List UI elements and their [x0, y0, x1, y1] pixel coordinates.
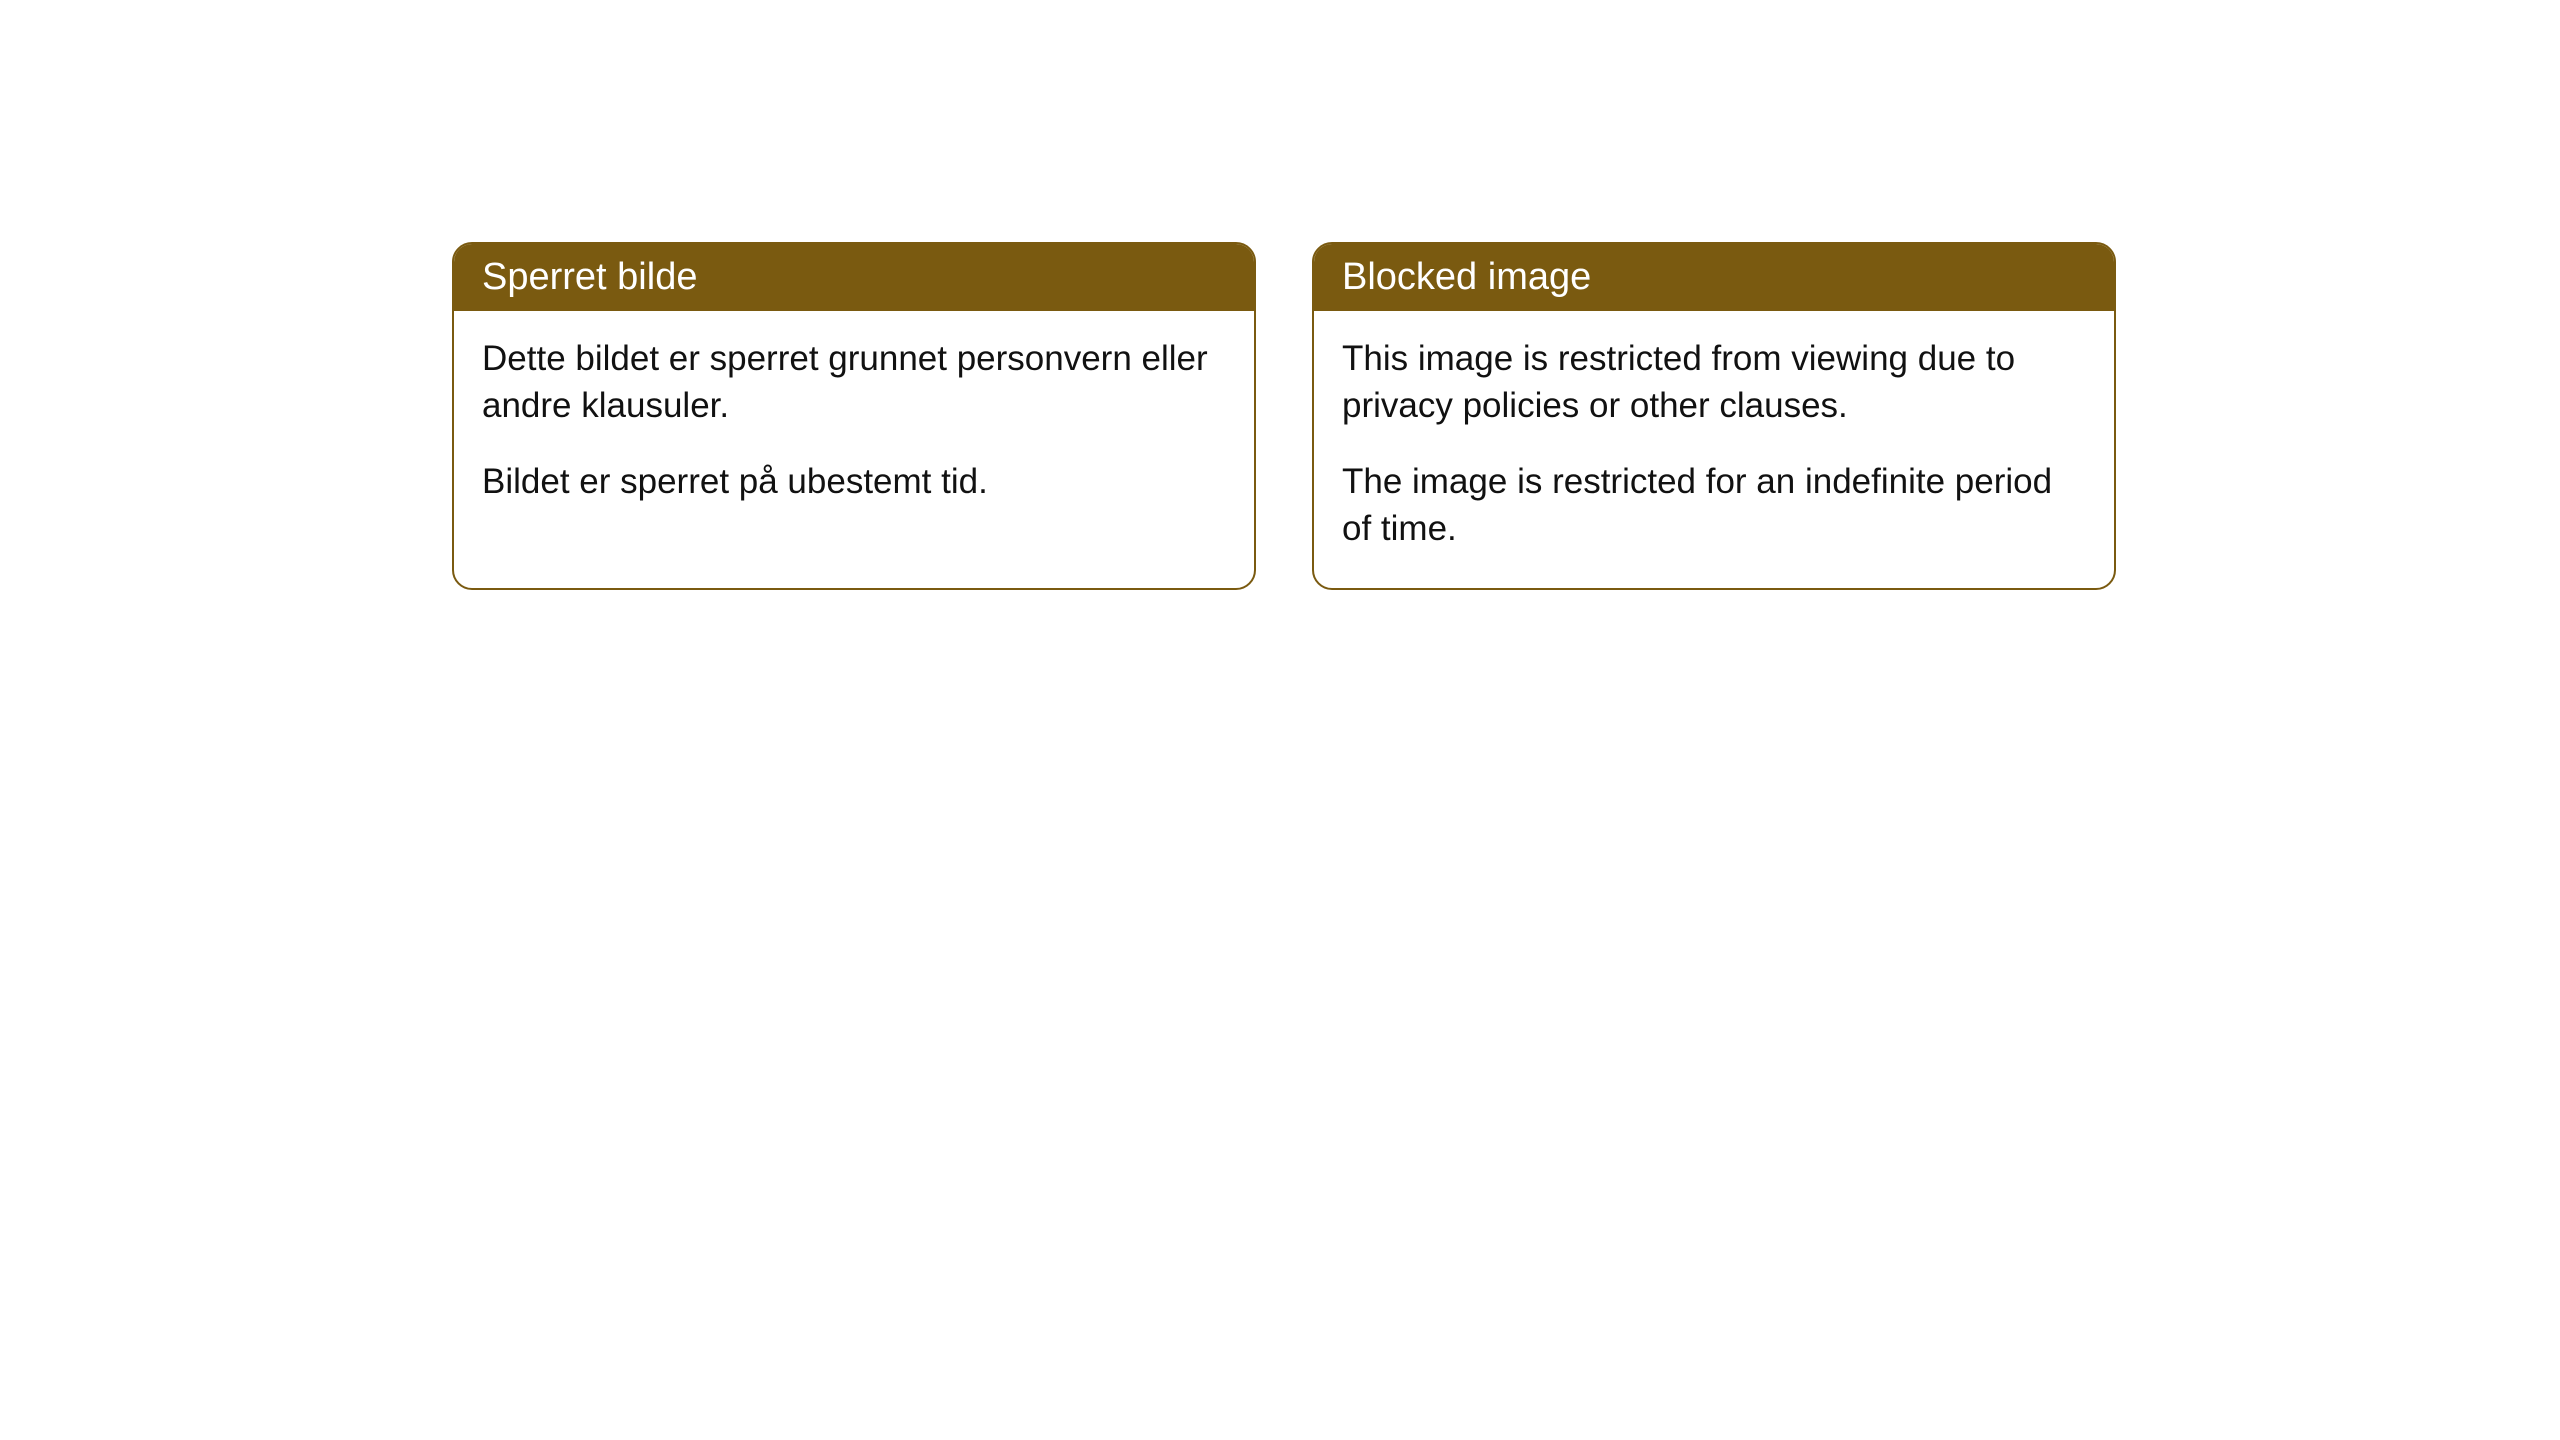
card-paragraph: The image is restricted for an indefinit… [1342, 458, 2086, 553]
blocked-image-card-en: Blocked image This image is restricted f… [1312, 242, 2116, 590]
card-body: This image is restricted from viewing du… [1314, 311, 2114, 588]
card-header: Sperret bilde [454, 244, 1254, 311]
card-paragraph: Dette bildet er sperret grunnet personve… [482, 335, 1226, 430]
card-header: Blocked image [1314, 244, 2114, 311]
blocked-image-card-no: Sperret bilde Dette bildet er sperret gr… [452, 242, 1256, 590]
card-paragraph: This image is restricted from viewing du… [1342, 335, 2086, 430]
card-body: Dette bildet er sperret grunnet personve… [454, 311, 1254, 541]
notice-cards-container: Sperret bilde Dette bildet er sperret gr… [452, 242, 2116, 590]
card-paragraph: Bildet er sperret på ubestemt tid. [482, 458, 1226, 505]
